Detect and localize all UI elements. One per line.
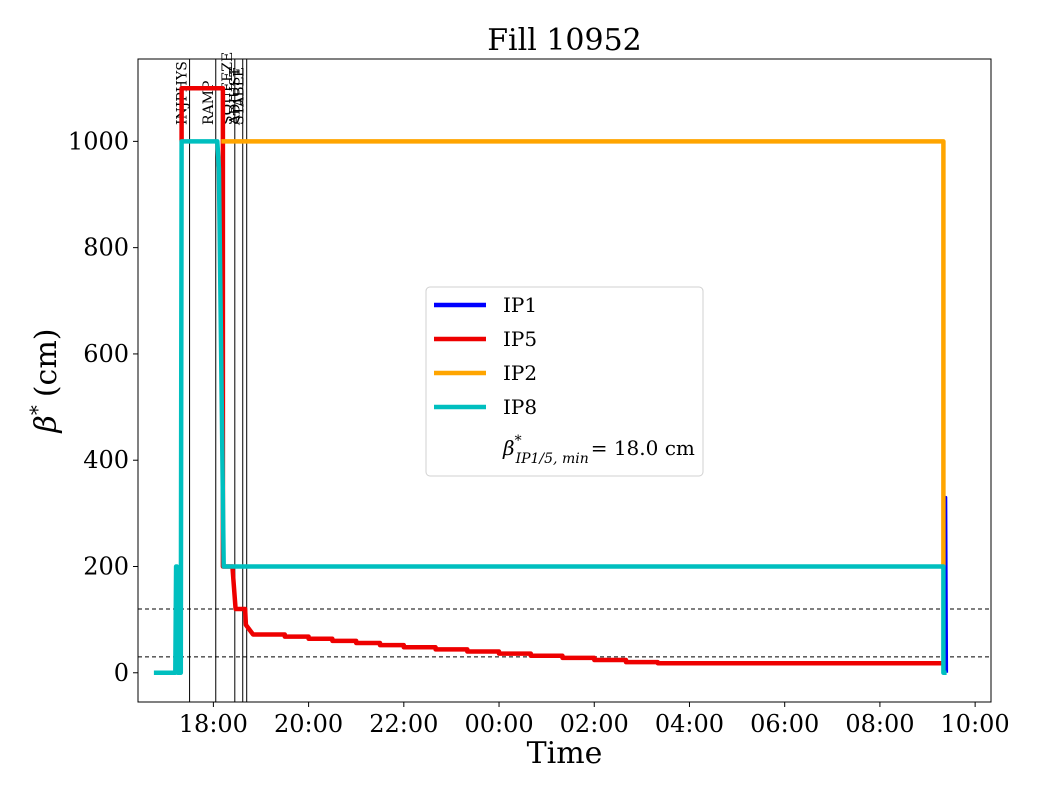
y-tick-label: 400 [83, 446, 129, 474]
y-tick-label: 1000 [68, 127, 129, 155]
x-tick-label: 04:00 [655, 710, 724, 738]
legend-label-ip8: IP8 [503, 395, 537, 419]
x-tick-label: 20:00 [274, 710, 343, 738]
legend-label-ip5: IP5 [503, 327, 537, 351]
y-tick-label: 0 [114, 659, 129, 687]
x-tick-label: 00:00 [464, 710, 533, 738]
legend-beta-eq: = 18.0 cm [591, 436, 695, 460]
axes-frame [137, 58, 992, 703]
legend-label-ip1: IP1 [503, 293, 537, 317]
phase-label-ramp: RAMP [201, 81, 217, 125]
x-tick-label: 02:00 [560, 710, 629, 738]
y-axis-label: β* (cm) [25, 328, 64, 433]
x-axis-label: Time [527, 736, 603, 771]
legend-entry-beta-min: β* IP1/5, min = 18.0 cm [502, 433, 695, 467]
series-line-ip8 [153, 139, 947, 676]
x-tick-label: 18:00 [179, 710, 248, 738]
x-tick-label: 22:00 [369, 710, 438, 738]
series-group [153, 85, 949, 676]
y-tick-label: 800 [83, 234, 129, 262]
legend-label-ip2: IP2 [503, 361, 537, 385]
y-label-sup: * [25, 405, 49, 415]
legend-box [425, 286, 704, 477]
legend: IP1 IP5 IP2 IP8 β* IP1/5, min = 18.0 cm [425, 286, 704, 477]
legend-beta-greek: β [502, 436, 515, 460]
legend-beta-sub: IP1/5, min [515, 451, 589, 467]
y-tick-label: 200 [83, 552, 129, 580]
x-tick-label: 08:00 [845, 710, 914, 738]
chart-title: Fill 10952 [487, 23, 642, 58]
x-tick-label: 06:00 [750, 710, 819, 738]
x-tick-label: 10:00 [941, 710, 1010, 738]
series-line-ip5 [179, 85, 944, 666]
phase-label-adjust: ADJUST [228, 67, 244, 126]
phase-label-stable: STABLE [232, 67, 248, 125]
legend-beta-sup: * [515, 433, 522, 449]
y-label-rest: (cm) [29, 328, 64, 397]
y-tick-label: 600 [83, 340, 129, 368]
y-label-greek: β [29, 415, 64, 433]
